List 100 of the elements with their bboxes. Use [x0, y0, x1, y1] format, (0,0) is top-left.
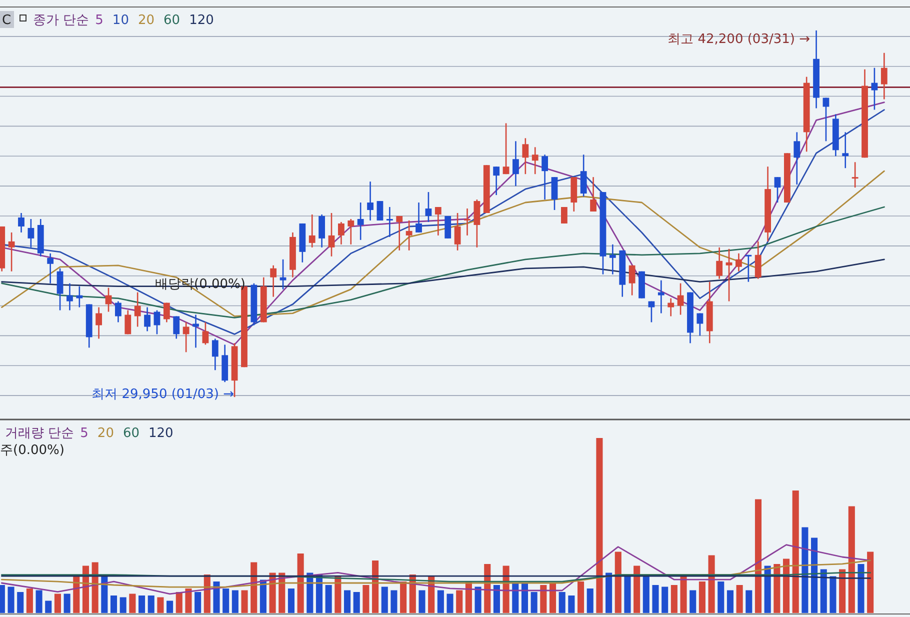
bar: [558, 592, 566, 613]
candlestick: [648, 300, 655, 323]
bar: [297, 554, 304, 613]
candlestick: [105, 287, 112, 312]
candlestick: [8, 232, 15, 272]
candlestick: [338, 221, 344, 246]
bar: [288, 588, 294, 613]
bar: [176, 592, 182, 613]
candlestick: [318, 214, 326, 248]
bar: [456, 590, 463, 613]
bar: [400, 582, 407, 613]
candlestick: [590, 176, 596, 212]
bar: [157, 597, 164, 613]
candlestick: [416, 202, 422, 234]
candlestick: [560, 206, 568, 224]
candlestick: [512, 140, 519, 187]
bar: [8, 586, 14, 613]
bar: [54, 594, 61, 613]
bar: [250, 562, 258, 613]
text: 60: [164, 13, 180, 28]
bar: [512, 583, 519, 613]
candlestick: [425, 191, 432, 223]
bar: [662, 586, 668, 613]
bar: [839, 569, 846, 613]
candlestick: [124, 310, 132, 335]
candlestick: [182, 322, 190, 353]
candlestick: [532, 146, 538, 175]
candlestick: [308, 214, 316, 248]
candlestick: [522, 138, 529, 175]
bar: [437, 590, 444, 613]
candlestick: [794, 132, 800, 186]
candlestick: [212, 338, 218, 371]
bar: [381, 586, 388, 613]
candlestick: [18, 212, 24, 234]
candlestick: [406, 220, 412, 252]
legend-title: 종가 단순: [33, 13, 90, 28]
annotation: C: [2, 13, 12, 28]
bar: [624, 574, 631, 613]
bar: [736, 585, 743, 613]
candlestick: [842, 132, 849, 169]
annotation: 최고 42,200 (03/31) →: [668, 32, 810, 47]
bar: [36, 590, 42, 613]
text: 120: [148, 426, 174, 441]
candlestick: [668, 298, 674, 317]
candlestick: [434, 206, 442, 236]
candlestick: [628, 264, 636, 296]
bar: [867, 552, 874, 613]
candlestick: [745, 254, 752, 282]
bar: [540, 585, 547, 613]
bar: [418, 590, 426, 613]
text: 5: [80, 426, 88, 441]
bar: [148, 596, 154, 613]
bar: [185, 588, 192, 613]
bar: [521, 583, 528, 613]
legend-title: 거래량 단순: [5, 426, 74, 441]
bar: [718, 582, 724, 613]
candlestick: [328, 212, 335, 258]
candlestick: [716, 246, 723, 280]
bar: [634, 566, 640, 613]
bar: [568, 596, 575, 613]
bar: [110, 596, 118, 613]
candlestick: [736, 252, 742, 272]
candlestick: [47, 252, 54, 284]
candlestick: [871, 67, 878, 110]
bar: [334, 576, 342, 613]
candlestick: [367, 180, 374, 222]
text: 5: [95, 13, 104, 28]
candlestick: [542, 154, 548, 200]
candlestick: [444, 215, 452, 240]
candlestick: [852, 161, 858, 188]
candlestick: [348, 218, 354, 246]
bar: [746, 590, 752, 613]
candlestick: [28, 218, 34, 248]
bar: [726, 590, 734, 613]
bar: [222, 588, 230, 613]
candlestick: [114, 300, 122, 323]
bar: [782, 558, 790, 613]
candlestick: [96, 306, 102, 340]
bar: [578, 582, 584, 613]
candlestick: [726, 248, 732, 302]
candlestick: [774, 176, 781, 204]
bar: [26, 588, 33, 613]
candlestick: [464, 208, 470, 236]
candlestick: [580, 154, 587, 198]
bar: [820, 569, 827, 613]
bar: [830, 576, 836, 613]
candlestick: [474, 198, 480, 248]
bar: [596, 438, 603, 613]
bar: [232, 590, 238, 613]
candlestick: [144, 306, 150, 332]
bar: [241, 590, 248, 613]
bar: [17, 592, 24, 613]
bar: [213, 582, 220, 613]
bar: [586, 588, 594, 613]
bar: [260, 580, 266, 613]
bar: [792, 490, 799, 613]
candlestick: [880, 52, 888, 100]
text: 20: [97, 426, 114, 441]
candlestick: [454, 212, 461, 252]
candlestick: [822, 97, 830, 142]
